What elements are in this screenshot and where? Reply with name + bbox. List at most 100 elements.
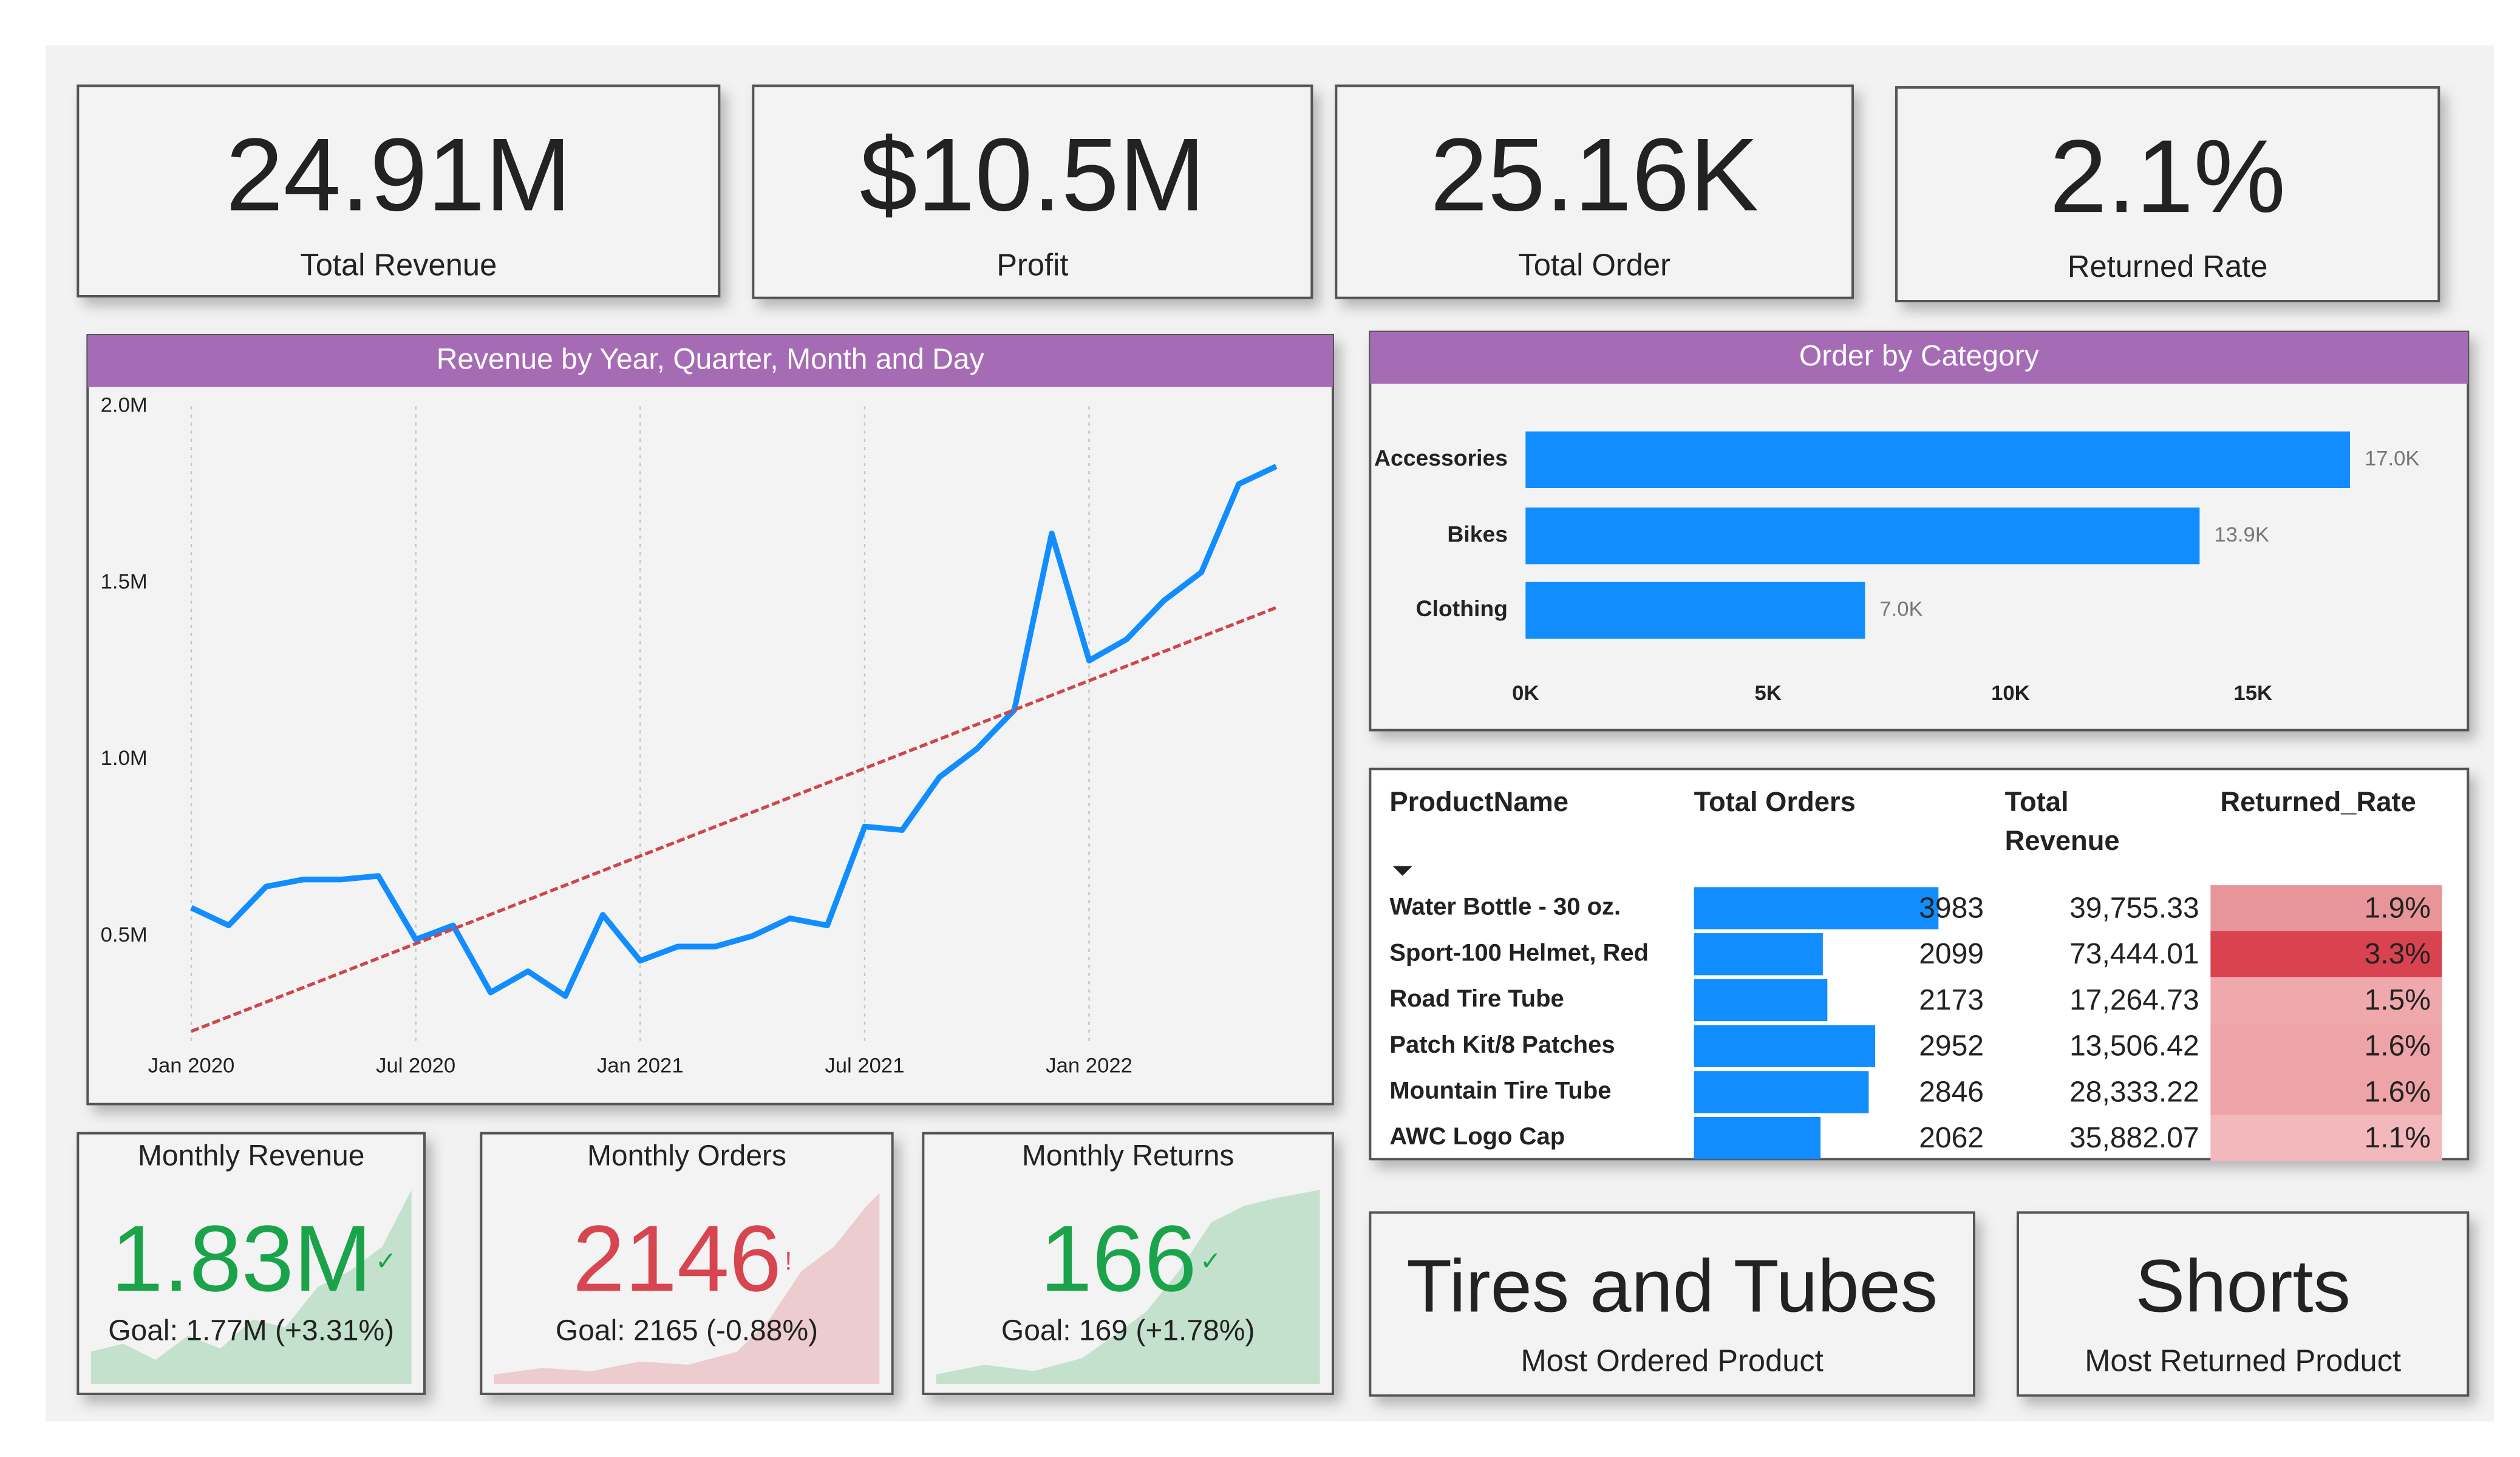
kpi-label: Total Revenue	[300, 247, 497, 282]
revenue-cell: 13,506.42	[2069, 1030, 2199, 1062]
order-bar	[1694, 979, 1828, 1022]
revenue-line	[190, 463, 1278, 999]
rate-cell-bg	[2210, 1069, 2442, 1115]
column-header[interactable]: Total Revenue	[2004, 787, 2120, 857]
order-bar	[1694, 1117, 1821, 1160]
goal-card-title: Monthly Returns	[1022, 1139, 1234, 1172]
order-bar	[1694, 1025, 1876, 1067]
orders-cell: 2099	[1919, 938, 1984, 970]
content: 24.91M Total Revenue $10.5M Profit 25.16K Tot…	[77, 84, 2470, 1397]
kpi-value: 2.1%	[2049, 119, 2286, 234]
orders-cell: 3983	[1919, 892, 1984, 924]
panel-header	[87, 335, 1333, 387]
y-tick-label: 1.5M	[101, 570, 148, 593]
goal-indicator: !	[785, 1246, 792, 1275]
column-header[interactable]: Returned_Rate	[2220, 787, 2416, 818]
trend-line	[191, 606, 1277, 1033]
rate-cell-bg	[2210, 931, 2442, 977]
goal-text: Goal: 169 (+1.78%)	[1001, 1314, 1255, 1347]
highlight-card	[1369, 1211, 1975, 1397]
order-bar	[1694, 933, 1823, 976]
order-bar	[1694, 887, 1939, 929]
column-header-box: Total Revenue	[2004, 787, 2120, 857]
product-name: Mountain Tire Tube	[1389, 1077, 1611, 1104]
sparkline-area	[936, 1190, 1320, 1384]
rate-cell-bg	[2210, 977, 2442, 1024]
column-header-box: ProductName	[1389, 787, 1569, 818]
goal-card-title: Monthly Orders	[587, 1139, 786, 1172]
x-tick-label: 15K	[2233, 682, 2272, 705]
category-label: Clothing	[1416, 596, 1508, 621]
kpi-label: Total Order	[1518, 247, 1670, 282]
goal-card	[922, 1132, 1334, 1395]
rate-cell: 1.5%	[2365, 984, 2431, 1016]
kpi-card	[752, 84, 1313, 299]
chart-panel	[86, 334, 1334, 1105]
orders-cell: 2846	[1919, 1076, 1984, 1108]
x-tick-label: 10K	[1991, 682, 2030, 705]
product-name: Patch Kit/8 Patches	[1389, 1031, 1615, 1058]
x-tick-label: Jan 2021	[597, 1054, 684, 1077]
goal-card	[480, 1132, 894, 1395]
panel-title: Order by Category	[1799, 340, 2039, 372]
product-name: Water Bottle - 30 oz.	[1389, 894, 1621, 920]
highlight-label: Most Returned Product	[2085, 1343, 2401, 1378]
kpi-card	[1335, 84, 1854, 299]
highlight-label: Most Ordered Product	[1521, 1343, 1824, 1378]
goal-text: Goal: 2165 (-0.88%)	[556, 1314, 818, 1347]
kpi-label: Returned Rate	[2068, 249, 2267, 284]
x-tick-label: Jul 2021	[825, 1054, 904, 1077]
category-label: Bikes	[1447, 521, 1508, 547]
column-header-box: Total Orders	[1694, 787, 1856, 818]
rate-cell: 1.9%	[2365, 892, 2431, 924]
rate-cell: 1.6%	[2365, 1076, 2431, 1108]
value-label: 13.9K	[2214, 523, 2269, 546]
goal-card-title: Monthly Revenue	[138, 1139, 365, 1172]
column-header[interactable]: Total Orders	[1694, 787, 1856, 818]
column-header[interactable]: ProductName	[1389, 787, 1569, 818]
rate-cell-bg	[2210, 1115, 2442, 1161]
orders-cell: 2173	[1919, 984, 1984, 1016]
rate-cell-bg	[2210, 885, 2442, 931]
rate-cell: 3.3%	[2365, 938, 2431, 970]
product-name: Sport-100 Helmet, Red	[1389, 939, 1649, 966]
rate-cell: 1.6%	[2365, 1030, 2431, 1062]
x-tick-label: Jul 2020	[376, 1054, 455, 1077]
goal-indicator: ✓	[1200, 1246, 1222, 1275]
orders-cell: 2062	[1919, 1122, 1984, 1154]
bar	[1525, 431, 2350, 488]
sparkline-area	[90, 1190, 412, 1384]
value-label: 7.0K	[1879, 597, 1922, 620]
kpi-label: Profit	[996, 247, 1068, 282]
x-tick-label: 5K	[1754, 682, 1781, 705]
kpi-card	[1895, 86, 2440, 302]
kpi-value: $10.5M	[860, 117, 1205, 233]
x-tick-label: Jan 2020	[148, 1054, 235, 1077]
goal-card	[77, 1132, 426, 1395]
product-name: Road Tire Tube	[1389, 985, 1564, 1012]
y-tick-label: 1.0M	[101, 747, 148, 770]
orders-cell: 2952	[1919, 1030, 1984, 1062]
category-label: Accessories	[1374, 445, 1508, 470]
goal-card-value: 2146	[573, 1206, 782, 1311]
panel-header	[1370, 331, 2468, 384]
y-tick-label: 2.0M	[101, 393, 148, 416]
revenue-cell: 39,755.33	[2069, 892, 2199, 924]
kpi-value: 24.91M	[226, 117, 571, 233]
sparkline-area	[494, 1193, 880, 1384]
bar	[1525, 582, 1865, 639]
sort-indicator	[1392, 866, 1412, 876]
revenue-cell: 73,444.01	[2069, 938, 2199, 970]
bar	[1525, 508, 2200, 565]
rate-cell: 1.1%	[2365, 1122, 2431, 1154]
x-tick-label: Jan 2022	[1046, 1054, 1132, 1077]
value-label: 17.0K	[2365, 447, 2420, 470]
goal-indicator: ✓	[375, 1246, 397, 1275]
highlight-value: Shorts	[2135, 1244, 2351, 1327]
kpi-card	[77, 84, 721, 297]
revenue-cell: 35,882.07	[2069, 1122, 2199, 1154]
panel-title: Revenue by Year, Quarter, Month and Day	[437, 343, 984, 375]
highlight-value: Tires and Tubes	[1406, 1244, 1938, 1327]
